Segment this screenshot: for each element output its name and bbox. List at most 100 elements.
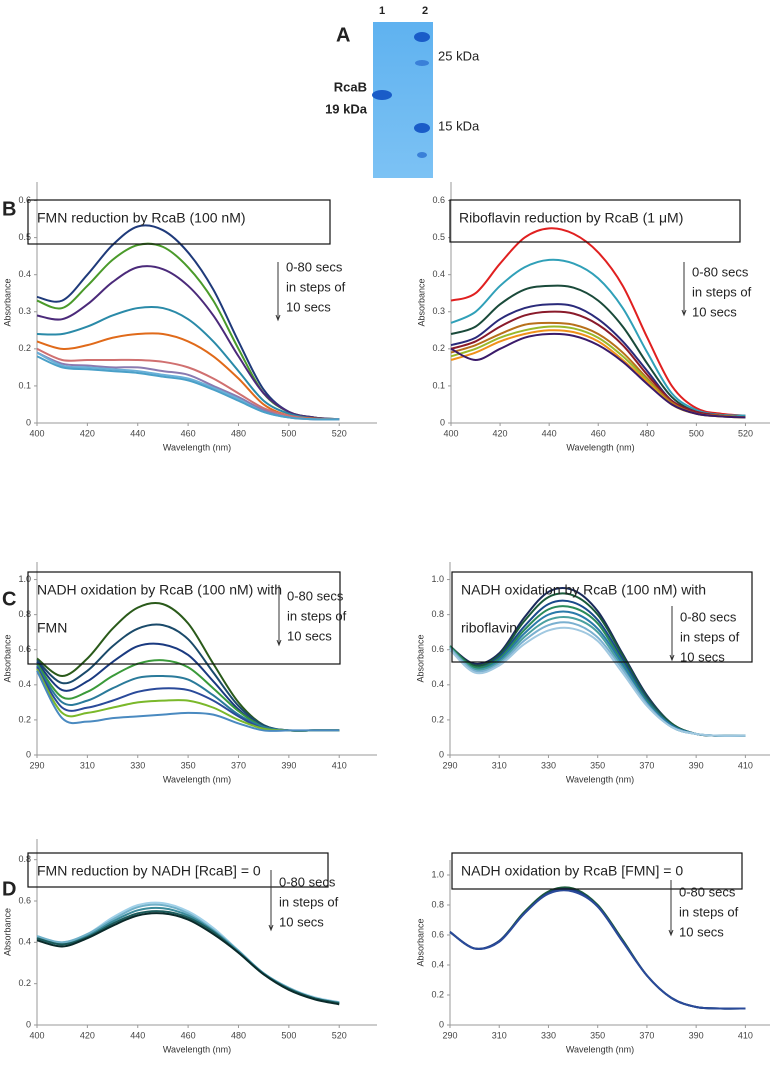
annotation: 0-80 secs (287, 588, 344, 603)
spectrum-line (36, 347, 340, 421)
spectrum-line (36, 666, 340, 732)
y-tick-label: 0.1 (18, 380, 31, 390)
chart-title: FMN (37, 620, 67, 636)
y-tick-label: 0.6 (431, 929, 444, 939)
y-tick-label: 0 (439, 749, 444, 759)
y-tick-label: 1.0 (431, 574, 444, 584)
y-tick-label: 0.8 (431, 609, 444, 619)
x-tick-label: 310 (492, 1030, 507, 1040)
panel-label: B (2, 198, 16, 220)
spectrum-line (36, 351, 340, 421)
y-axis-label: Absorbance (415, 918, 425, 966)
x-tick-label: 330 (541, 760, 556, 770)
x-tick-label: 350 (181, 760, 196, 770)
y-axis-label: Absorbance (2, 278, 12, 326)
marker-label: 25 kDa (438, 48, 480, 63)
y-tick-label: 1.0 (431, 869, 444, 879)
x-axis-label: Wavelength (nm) (163, 442, 231, 452)
annotation: 0-80 secs (279, 874, 336, 889)
y-tick-label: 0.6 (432, 195, 445, 205)
gel-band (414, 123, 430, 133)
x-tick-label: 290 (442, 1030, 457, 1040)
x-tick-label: 390 (689, 760, 704, 770)
spectrum-line (449, 626, 746, 737)
spectrum-line (36, 355, 340, 421)
y-tick-label: 0.5 (18, 232, 31, 242)
x-tick-label: 310 (492, 760, 507, 770)
x-tick-label: 460 (591, 428, 606, 438)
gel (373, 22, 433, 178)
spectrum-line (450, 325, 746, 419)
annotation: in steps of (279, 894, 339, 909)
y-tick-label: 0.8 (18, 609, 31, 619)
annotation: 0-80 secs (692, 264, 749, 279)
spectrum-line (450, 303, 746, 419)
x-tick-label: 480 (640, 428, 655, 438)
x-tick-label: 290 (29, 760, 44, 770)
y-tick-label: 0.3 (18, 306, 31, 316)
annotation: 10 secs (287, 628, 332, 643)
y-tick-label: 0 (439, 1019, 444, 1029)
x-tick-label: 440 (130, 428, 145, 438)
annotation: 0-80 secs (680, 609, 737, 624)
spectrum-line (450, 329, 746, 419)
y-tick-label: 0.8 (431, 899, 444, 909)
y-tick-label: 0.2 (431, 714, 444, 724)
marker-label: 15 kDa (438, 118, 480, 133)
title-box (27, 852, 329, 888)
x-tick-label: 420 (80, 1030, 95, 1040)
y-tick-label: 0.6 (18, 895, 31, 905)
y-axis-label: Absorbance (2, 908, 12, 956)
y-tick-label: 0 (26, 749, 31, 759)
x-tick-label: 290 (442, 760, 457, 770)
annotation: in steps of (286, 279, 346, 294)
panel-label: C (2, 588, 16, 610)
annotation: 10 secs (279, 914, 324, 929)
x-tick-label: 370 (639, 760, 654, 770)
y-axis-label: Absorbance (415, 634, 425, 682)
x-tick-label: 390 (281, 760, 296, 770)
x-tick-label: 410 (738, 760, 753, 770)
title-box (27, 571, 341, 665)
x-tick-label: 520 (332, 1030, 347, 1040)
x-tick-label: 500 (689, 428, 704, 438)
x-tick-label: 330 (130, 760, 145, 770)
sample-label: RcaB (334, 79, 367, 94)
y-tick-label: 0 (440, 417, 445, 427)
annotation: 10 secs (679, 924, 724, 939)
y-tick-label: 0.4 (18, 679, 31, 689)
y-tick-label: 0.6 (431, 644, 444, 654)
y-tick-label: 0 (26, 1019, 31, 1029)
x-axis-label: Wavelength (nm) (163, 774, 231, 784)
time-arrow-head (275, 314, 281, 322)
title-box (27, 199, 331, 245)
spectrum-line (450, 310, 746, 419)
annotation: in steps of (679, 904, 739, 919)
x-tick-label: 420 (493, 428, 508, 438)
time-arrow-head (669, 654, 675, 662)
y-tick-label: 0.8 (18, 854, 31, 864)
y-tick-label: 0.2 (18, 343, 31, 353)
x-tick-label: 440 (542, 428, 557, 438)
spectrum-line (36, 305, 340, 421)
spectrum-line (36, 332, 340, 421)
y-tick-label: 0.2 (432, 343, 445, 353)
x-tick-label: 520 (738, 428, 753, 438)
time-arrow-head (681, 309, 687, 317)
annotation: in steps of (692, 284, 752, 299)
spectrum-line (36, 670, 340, 732)
x-tick-label: 410 (332, 760, 347, 770)
spectrum-line (450, 258, 746, 417)
chart-title: FMN reduction by RcaB (100 nM) (37, 210, 246, 226)
chart-title: NADH oxidation by RcaB [FMN] = 0 (461, 863, 683, 879)
y-tick-label: 0.3 (432, 306, 445, 316)
x-tick-label: 500 (281, 428, 296, 438)
spectrum-line (36, 912, 340, 1006)
annotation: 10 secs (692, 304, 737, 319)
y-axis-label: Absorbance (416, 278, 426, 326)
y-axis-label: Absorbance (2, 634, 12, 682)
lane-label: 2 (422, 5, 428, 17)
chart-title: Riboflavin reduction by RcaB (1 μM) (459, 210, 683, 226)
spectrum-line (450, 227, 746, 417)
